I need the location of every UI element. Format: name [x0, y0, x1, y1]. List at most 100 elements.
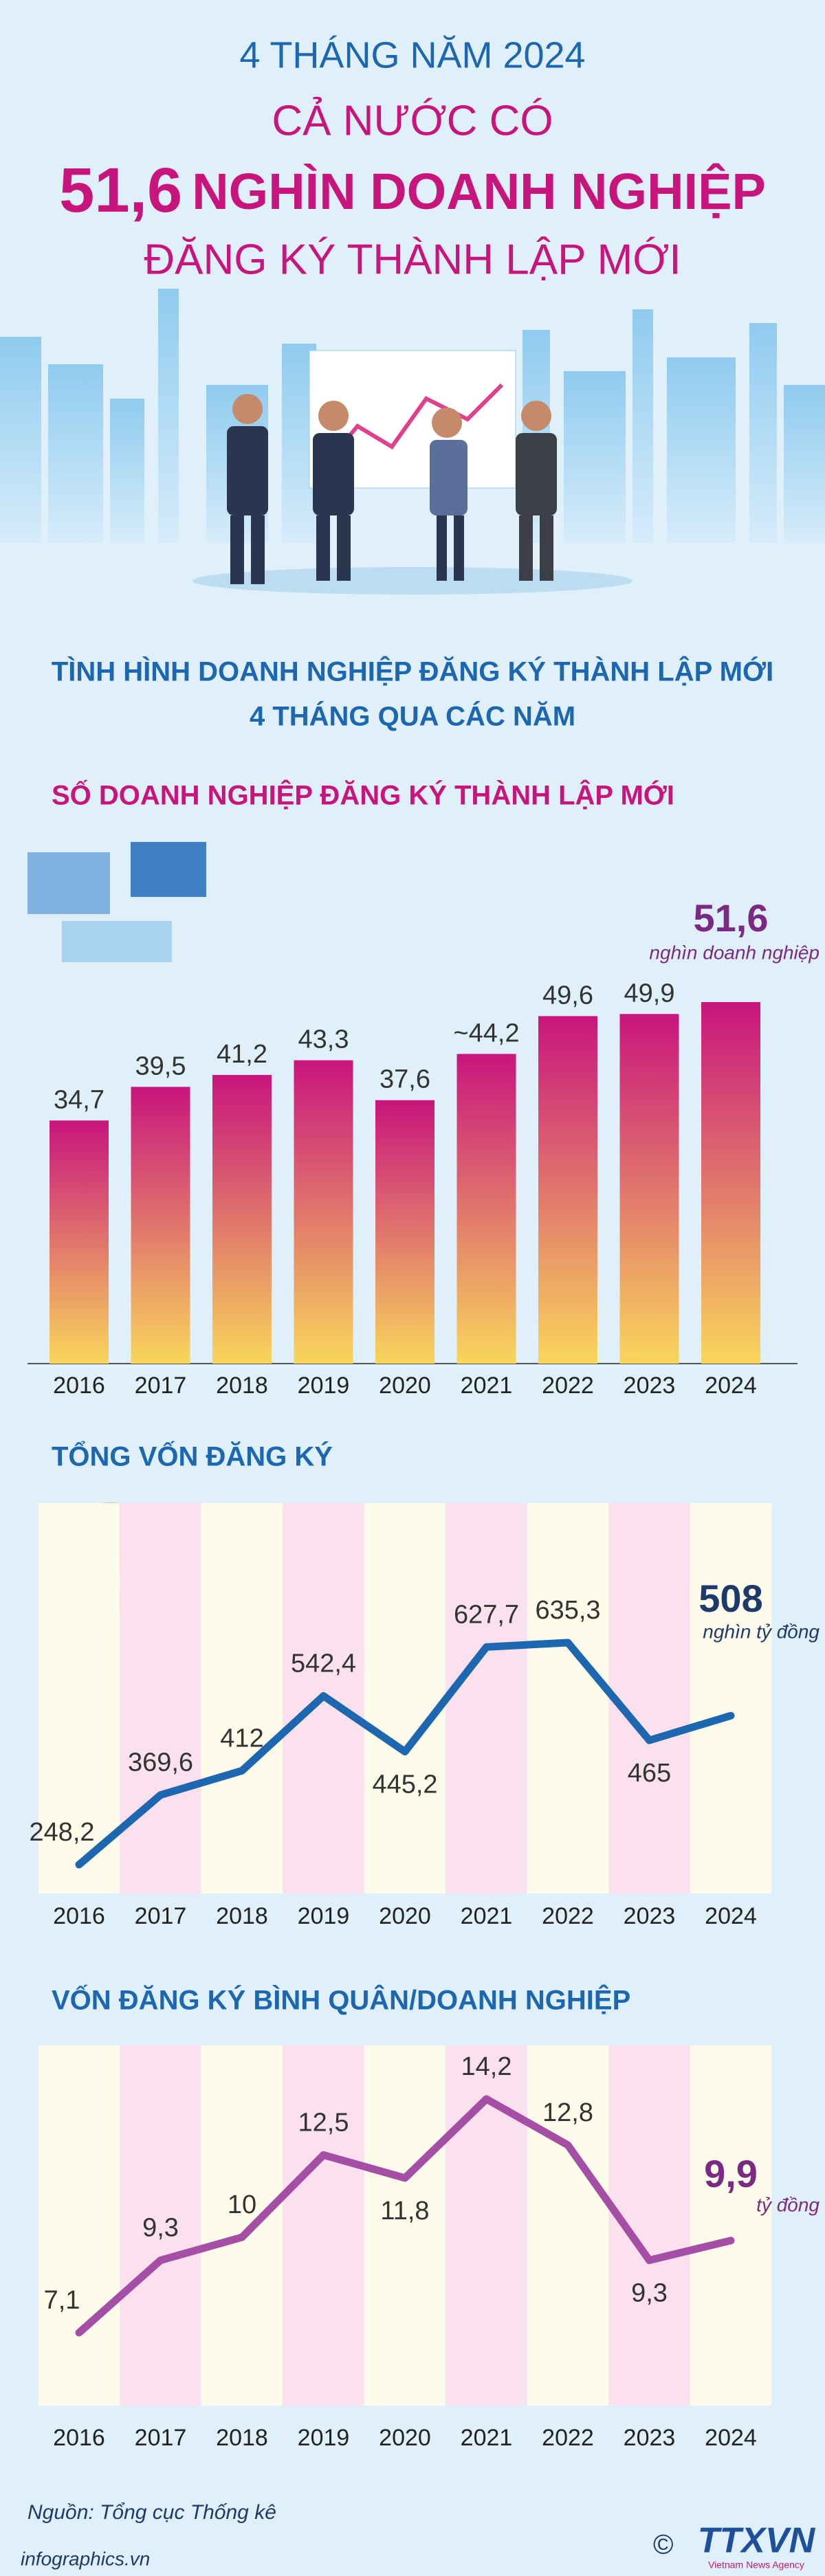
- value-label: 10: [228, 2190, 256, 2219]
- x-tick-label: 2020: [379, 1373, 431, 1399]
- value-label: 37,6: [380, 1065, 430, 1094]
- value-label: ~44,2: [453, 1019, 519, 1047]
- column-band: [527, 2045, 609, 2406]
- value-label: 39,5: [135, 1052, 186, 1080]
- x-tick-label: 2016: [53, 1373, 105, 1399]
- x-tick-label: 2022: [542, 1903, 594, 1929]
- site: infographics.vn: [21, 2548, 150, 2569]
- value-label: 7,1: [44, 2286, 80, 2315]
- x-tick-label: 2024: [705, 2425, 757, 2451]
- column-band: [283, 2045, 364, 2406]
- column-band: [690, 1503, 772, 1894]
- header-line: ĐĂNG KÝ THÀNH LẬP MỚI: [144, 236, 681, 283]
- x-tick-label: 2018: [216, 1373, 268, 1399]
- x-tick-label: 2018: [216, 2425, 268, 2451]
- value-label: 43,3: [298, 1025, 349, 1054]
- line: [75, 1639, 735, 1869]
- column-band: [38, 2045, 120, 2406]
- unit-label: nghìn doanh nghiệp: [649, 942, 820, 963]
- column-band: [120, 1503, 201, 1894]
- bar: [50, 1120, 109, 1364]
- chart-title: VỐN ĐĂNG KÝ BÌNH QUÂN/DOANH NGHIỆP: [52, 1984, 630, 2016]
- value-label: 465: [628, 1759, 671, 1788]
- x-tick-label: 2019: [298, 1373, 350, 1399]
- column-band: [690, 2045, 772, 2406]
- column-band: [38, 1503, 120, 1894]
- bar: [701, 1002, 760, 1364]
- header-line: 4 THÁNG NĂM 2024: [239, 34, 585, 76]
- x-tick-label: 2016: [53, 1903, 105, 1929]
- x-tick-label: 2021: [461, 1373, 513, 1399]
- x-tick-label: 2019: [298, 2425, 350, 2451]
- x-tick-label: 2023: [624, 1903, 676, 1929]
- bar: [375, 1100, 434, 1364]
- bar: [456, 1054, 516, 1364]
- column-band: [446, 1503, 527, 1894]
- line: [75, 2095, 735, 2337]
- value-label: 14,2: [461, 2052, 512, 2081]
- column-band: [608, 1503, 690, 1894]
- value-label: 11,8: [380, 2197, 429, 2225]
- value-label: 9,3: [631, 2279, 668, 2308]
- logo-sub: Vietnam News Agency: [708, 2560, 804, 2571]
- column-band: [527, 1503, 609, 1894]
- column-band: [364, 1503, 446, 1894]
- bar: [294, 1060, 353, 1364]
- x-tick-label: 2022: [542, 1373, 594, 1399]
- tech-icon: [28, 842, 206, 962]
- header-line: CẢ NƯỚC CÓ: [272, 97, 553, 144]
- headline-text: NGHÌN DOANH NGHIỆP: [192, 163, 766, 220]
- big-number: 51,6: [59, 155, 182, 225]
- column-band: [446, 2045, 527, 2406]
- x-tick-label: 2023: [624, 1373, 676, 1399]
- highlight-value: 9,9: [704, 2152, 758, 2195]
- value-label: 412: [220, 1724, 263, 1753]
- x-tick-label: 2016: [53, 2425, 105, 2451]
- highlight-value: 51,6: [694, 896, 769, 940]
- x-tick-label: 2021: [461, 1903, 513, 1929]
- value-label: 369,6: [128, 1748, 193, 1777]
- value-label: 542,4: [291, 1650, 356, 1678]
- bar: [538, 1016, 597, 1364]
- x-tick-label: 2020: [379, 1903, 431, 1929]
- x-tick-label: 2017: [135, 2425, 187, 2451]
- x-tick-label: 2022: [542, 2425, 594, 2451]
- section-title: TÌNH HÌNH DOANH NGHIỆP ĐĂNG KÝ THÀNH LẬP…: [52, 656, 773, 687]
- source: Nguồn: Tổng cục Thống kê: [28, 2501, 276, 2524]
- value-label: 445,2: [372, 1770, 437, 1799]
- chart-title: TỔNG VỐN ĐĂNG KÝ: [52, 1440, 333, 1472]
- value-label: 12,5: [298, 2108, 349, 2137]
- column-band: [201, 1503, 283, 1894]
- logo: TTXVN: [698, 2521, 816, 2561]
- value-label: 12,8: [542, 2098, 593, 2127]
- x-tick-label: 2024: [705, 1903, 757, 1929]
- column-band: [201, 2045, 283, 2406]
- x-tick-label: 2024: [705, 1373, 757, 1399]
- bar: [619, 1014, 679, 1364]
- section-title: 4 THÁNG QUA CÁC NĂM: [250, 701, 575, 732]
- value-label: 9,3: [142, 2214, 179, 2243]
- value-label: 248,2: [29, 1818, 94, 1847]
- x-tick-label: 2017: [135, 1903, 187, 1929]
- column-band: [364, 2045, 446, 2406]
- copyright: ©: [653, 2530, 673, 2560]
- unit-label: tỷ đồng: [756, 2194, 820, 2215]
- value-label: 34,7: [54, 1085, 104, 1114]
- column-band: [120, 2045, 201, 2406]
- x-tick-label: 2021: [461, 2425, 513, 2451]
- bar: [131, 1087, 190, 1364]
- value-label: 49,9: [624, 979, 675, 1008]
- x-tick-label: 2019: [298, 1903, 350, 1929]
- header-headline: 51,6 NGHÌN DOANH NGHIỆP: [59, 155, 766, 225]
- value-label: 635,3: [535, 1596, 600, 1625]
- bar: [212, 1075, 272, 1364]
- x-tick-label: 2023: [624, 2425, 676, 2451]
- chart-title: SỐ DOANH NGHIỆP ĐĂNG KÝ THÀNH LẬP MỚI: [52, 779, 674, 811]
- x-tick-label: 2020: [379, 2425, 431, 2451]
- value-label: 627,7: [454, 1600, 519, 1629]
- value-label: 41,2: [217, 1040, 267, 1069]
- unit-label: nghìn tỷ đồng: [703, 1621, 820, 1642]
- x-tick-label: 2017: [135, 1373, 187, 1399]
- x-tick-label: 2018: [216, 1903, 268, 1929]
